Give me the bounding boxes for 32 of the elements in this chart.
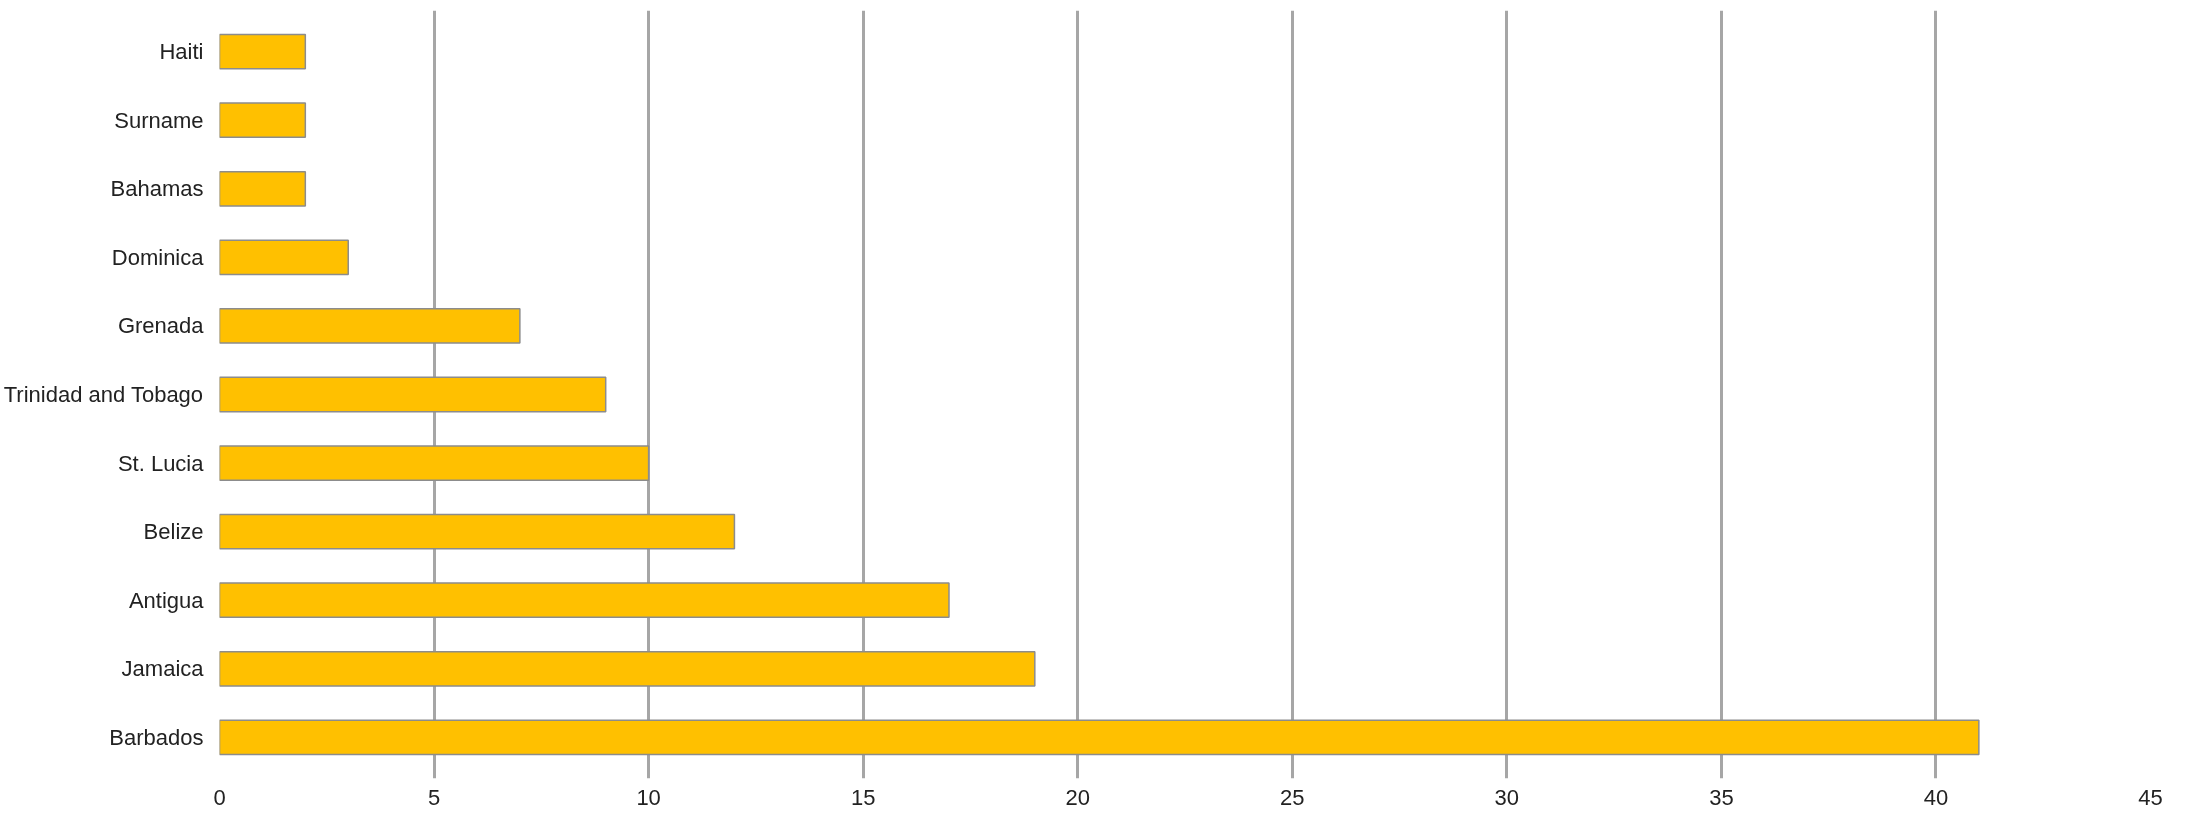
x-tick-label: 40 [1923, 784, 1949, 810]
x-tick-label: 15 [850, 784, 876, 810]
bar [219, 170, 307, 207]
y-tick-label: Belize [143, 519, 204, 545]
y-tick-label: Grenada [117, 313, 205, 339]
bar [219, 445, 650, 481]
bar [219, 582, 950, 619]
bar [219, 376, 607, 413]
y-tick-label: Jamaica [121, 656, 205, 682]
bar [219, 719, 1980, 756]
x-tick-label: 10 [636, 784, 661, 810]
y-tick-label: St. Lucia [117, 450, 205, 476]
y-tick-label: Trinidad and Tobago [3, 382, 204, 407]
y-tick-label: Surname [114, 107, 204, 133]
bar [219, 650, 1036, 687]
y-tick-label: Bahamas [110, 176, 204, 202]
y-tick-label: Barbados [109, 724, 204, 750]
x-tick-label: 20 [1065, 784, 1090, 810]
y-tick-label: Haiti [159, 39, 204, 65]
x-tick-label: 30 [1494, 784, 1520, 810]
x-tick-label: 25 [1280, 784, 1305, 810]
x-tick-label: 5 [427, 784, 441, 810]
bar [219, 239, 349, 276]
x-tick-label: 35 [1709, 784, 1734, 810]
bar [219, 308, 521, 344]
x-tick-label: 0 [213, 784, 226, 810]
bar [219, 513, 736, 550]
bar [219, 33, 307, 70]
bar [219, 102, 307, 139]
y-tick-label: Antigua [128, 587, 205, 613]
x-tick-label: 45 [2138, 784, 2163, 810]
y-tick-label: Dominica [111, 244, 205, 270]
